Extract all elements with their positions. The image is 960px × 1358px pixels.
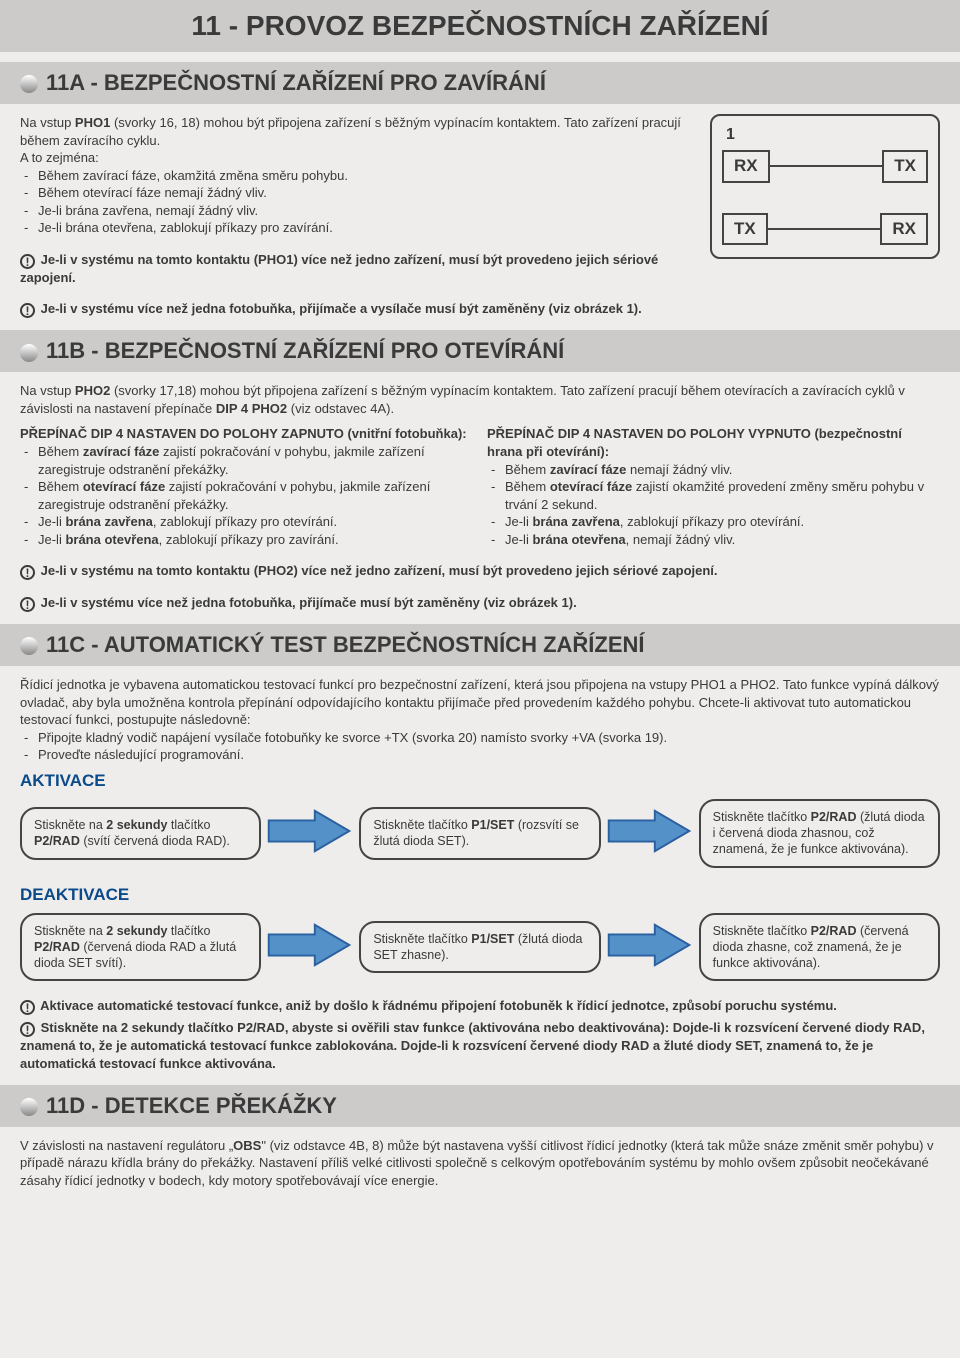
arrow-icon <box>265 807 355 860</box>
deaktivace-label: DEAKTIVACE <box>20 884 940 907</box>
aktivace-flow: Stiskněte na 2 sekundy tlačítko P2/RAD (… <box>20 799 940 868</box>
list-item: Je-li brána zavřena, nemají žádný vliv. <box>20 202 940 220</box>
arrow-icon <box>605 807 695 860</box>
bullet-icon <box>20 1098 38 1116</box>
warning-11a-1: ! Je-li v systému na tomto kontaktu (PHO… <box>20 251 680 287</box>
list-item: Během zavírací fáze, okamžitá změna směr… <box>20 167 940 185</box>
section-11a-body: 1 RX TX TX RX Na vstup PHO1 (svorky 16, … <box>0 114 960 322</box>
warning-icon: ! <box>20 1022 35 1037</box>
list-item: Během zavírací fáze nemají žádný vliv. <box>487 461 940 479</box>
step-box: Stiskněte na 2 sekundy tlačítko P2/RAD (… <box>20 913 261 982</box>
warning-11c-2: ! Stiskněte na 2 sekundy tlačítko P2/RAD… <box>20 1019 940 1072</box>
list-item: Připojte kladný vodič napájení vysílače … <box>20 729 940 747</box>
section-11c-body: Řídicí jednotka je vybavena automatickou… <box>0 676 960 1072</box>
step-box: Stiskněte na 2 sekundy tlačítko P2/RAD (… <box>20 807 261 860</box>
section-11c-header: 11C - AUTOMATICKÝ TEST BEZPEČNOSTNÍCH ZA… <box>0 624 960 666</box>
left-list: Během zavírací fáze zajistí pokračování … <box>20 443 473 548</box>
section-11d-intro: V závislosti na nastavení regulátoru „OB… <box>20 1137 940 1190</box>
list-item: Je-li brána zavřena, zablokují příkazy p… <box>487 513 940 531</box>
column-left: PŘEPÍNAČ DIP 4 NASTAVEN DO POLOHY ZAPNUT… <box>20 425 473 548</box>
section-11a-header: 11A - BEZPEČNOSTNÍ ZAŘÍZENÍ PRO ZAVÍRÁNÍ <box>0 62 960 104</box>
diagram-label: 1 <box>722 124 928 146</box>
list-item: Během otevírací fáze zajistí pokračování… <box>20 478 473 513</box>
section-11b-header: 11B - BEZPEČNOSTNÍ ZAŘÍZENÍ PRO OTEVÍRÁN… <box>0 330 960 372</box>
bullet-icon <box>20 344 38 362</box>
section-11b-body: Na vstup PHO2 (svorky 17,18) mohou být p… <box>0 382 960 612</box>
section-11d-title: 11D - DETEKCE PŘEKÁŽKY <box>46 1093 337 1118</box>
column-right: PŘEPÍNAČ DIP 4 NASTAVEN DO POLOHY VYPNUT… <box>487 425 940 548</box>
arrow-icon <box>265 921 355 974</box>
list-item: Je-li brána otevřena, nemají žádný vliv. <box>487 531 940 549</box>
list-item: Během otevírací fáze zajistí okamžité pr… <box>487 478 940 513</box>
section-11c-title: 11C - AUTOMATICKÝ TEST BEZPEČNOSTNÍCH ZA… <box>46 632 645 657</box>
section-11a-list: Během zavírací fáze, okamžitá změna směr… <box>20 167 940 237</box>
section-11a-title: 11A - BEZPEČNOSTNÍ ZAŘÍZENÍ PRO ZAVÍRÁNÍ <box>46 70 546 95</box>
list-item: Je-li brána otevřena, zablokují příkazy … <box>20 531 473 549</box>
warning-icon: ! <box>20 303 35 318</box>
bullet-icon <box>20 75 38 93</box>
right-head: PŘEPÍNAČ DIP 4 NASTAVEN DO POLOHY VYPNUT… <box>487 426 902 459</box>
aktivace-label: AKTIVACE <box>20 770 940 793</box>
step-box: Stiskněte tlačítko P2/RAD (žlutá dioda i… <box>699 799 940 868</box>
list-item: Je-li brána zavřena, zablokují příkazy p… <box>20 513 473 531</box>
warning-icon: ! <box>20 254 35 269</box>
warning-11b-2: ! Je-li v systému více než jedna fotobuň… <box>20 594 940 612</box>
warning-11c-1: ! Aktivace automatické testovací funkce,… <box>20 997 940 1015</box>
warning-icon: ! <box>20 1000 35 1015</box>
section-11c-list: Připojte kladný vodič napájení vysílače … <box>20 729 940 764</box>
section-11b-title: 11B - BEZPEČNOSTNÍ ZAŘÍZENÍ PRO OTEVÍRÁN… <box>46 338 564 363</box>
list-item: Proveďte následující programování. <box>20 746 940 764</box>
section-11b-intro: Na vstup PHO2 (svorky 17,18) mohou být p… <box>20 382 940 417</box>
bullet-icon <box>20 637 38 655</box>
list-item: Je-li brána otevřena, zablokují příkazy … <box>20 219 940 237</box>
deaktivace-flow: Stiskněte na 2 sekundy tlačítko P2/RAD (… <box>20 913 940 982</box>
warning-icon: ! <box>20 565 35 580</box>
list-item: Během otevírací fáze nemají žádný vliv. <box>20 184 940 202</box>
warning-11b-1: ! Je-li v systému na tomto kontaktu (PHO… <box>20 562 940 580</box>
warning-11a-2: ! Je-li v systému více než jedna fotobuň… <box>20 300 940 318</box>
left-head: PŘEPÍNAČ DIP 4 NASTAVEN DO POLOHY ZAPNUT… <box>20 426 467 441</box>
step-box: Stiskněte tlačítko P2/RAD (červená dioda… <box>699 913 940 982</box>
warning-icon: ! <box>20 597 35 612</box>
section-11d-header: 11D - DETEKCE PŘEKÁŽKY <box>0 1085 960 1127</box>
list-item: Během zavírací fáze zajistí pokračování … <box>20 443 473 478</box>
right-list: Během zavírací fáze nemají žádný vliv. B… <box>487 461 940 549</box>
section-11c-intro: Řídicí jednotka je vybavena automatickou… <box>20 676 940 729</box>
section-11d-body: V závislosti na nastavení regulátoru „OB… <box>0 1137 960 1190</box>
step-box: Stiskněte tlačítko P1/SET (žlutá dioda S… <box>359 921 600 974</box>
step-box: Stiskněte tlačítko P1/SET (rozsvítí se ž… <box>359 807 600 860</box>
arrow-icon <box>605 921 695 974</box>
main-title: 11 - PROVOZ BEZPEČNOSTNÍCH ZAŘÍZENÍ <box>0 0 960 52</box>
